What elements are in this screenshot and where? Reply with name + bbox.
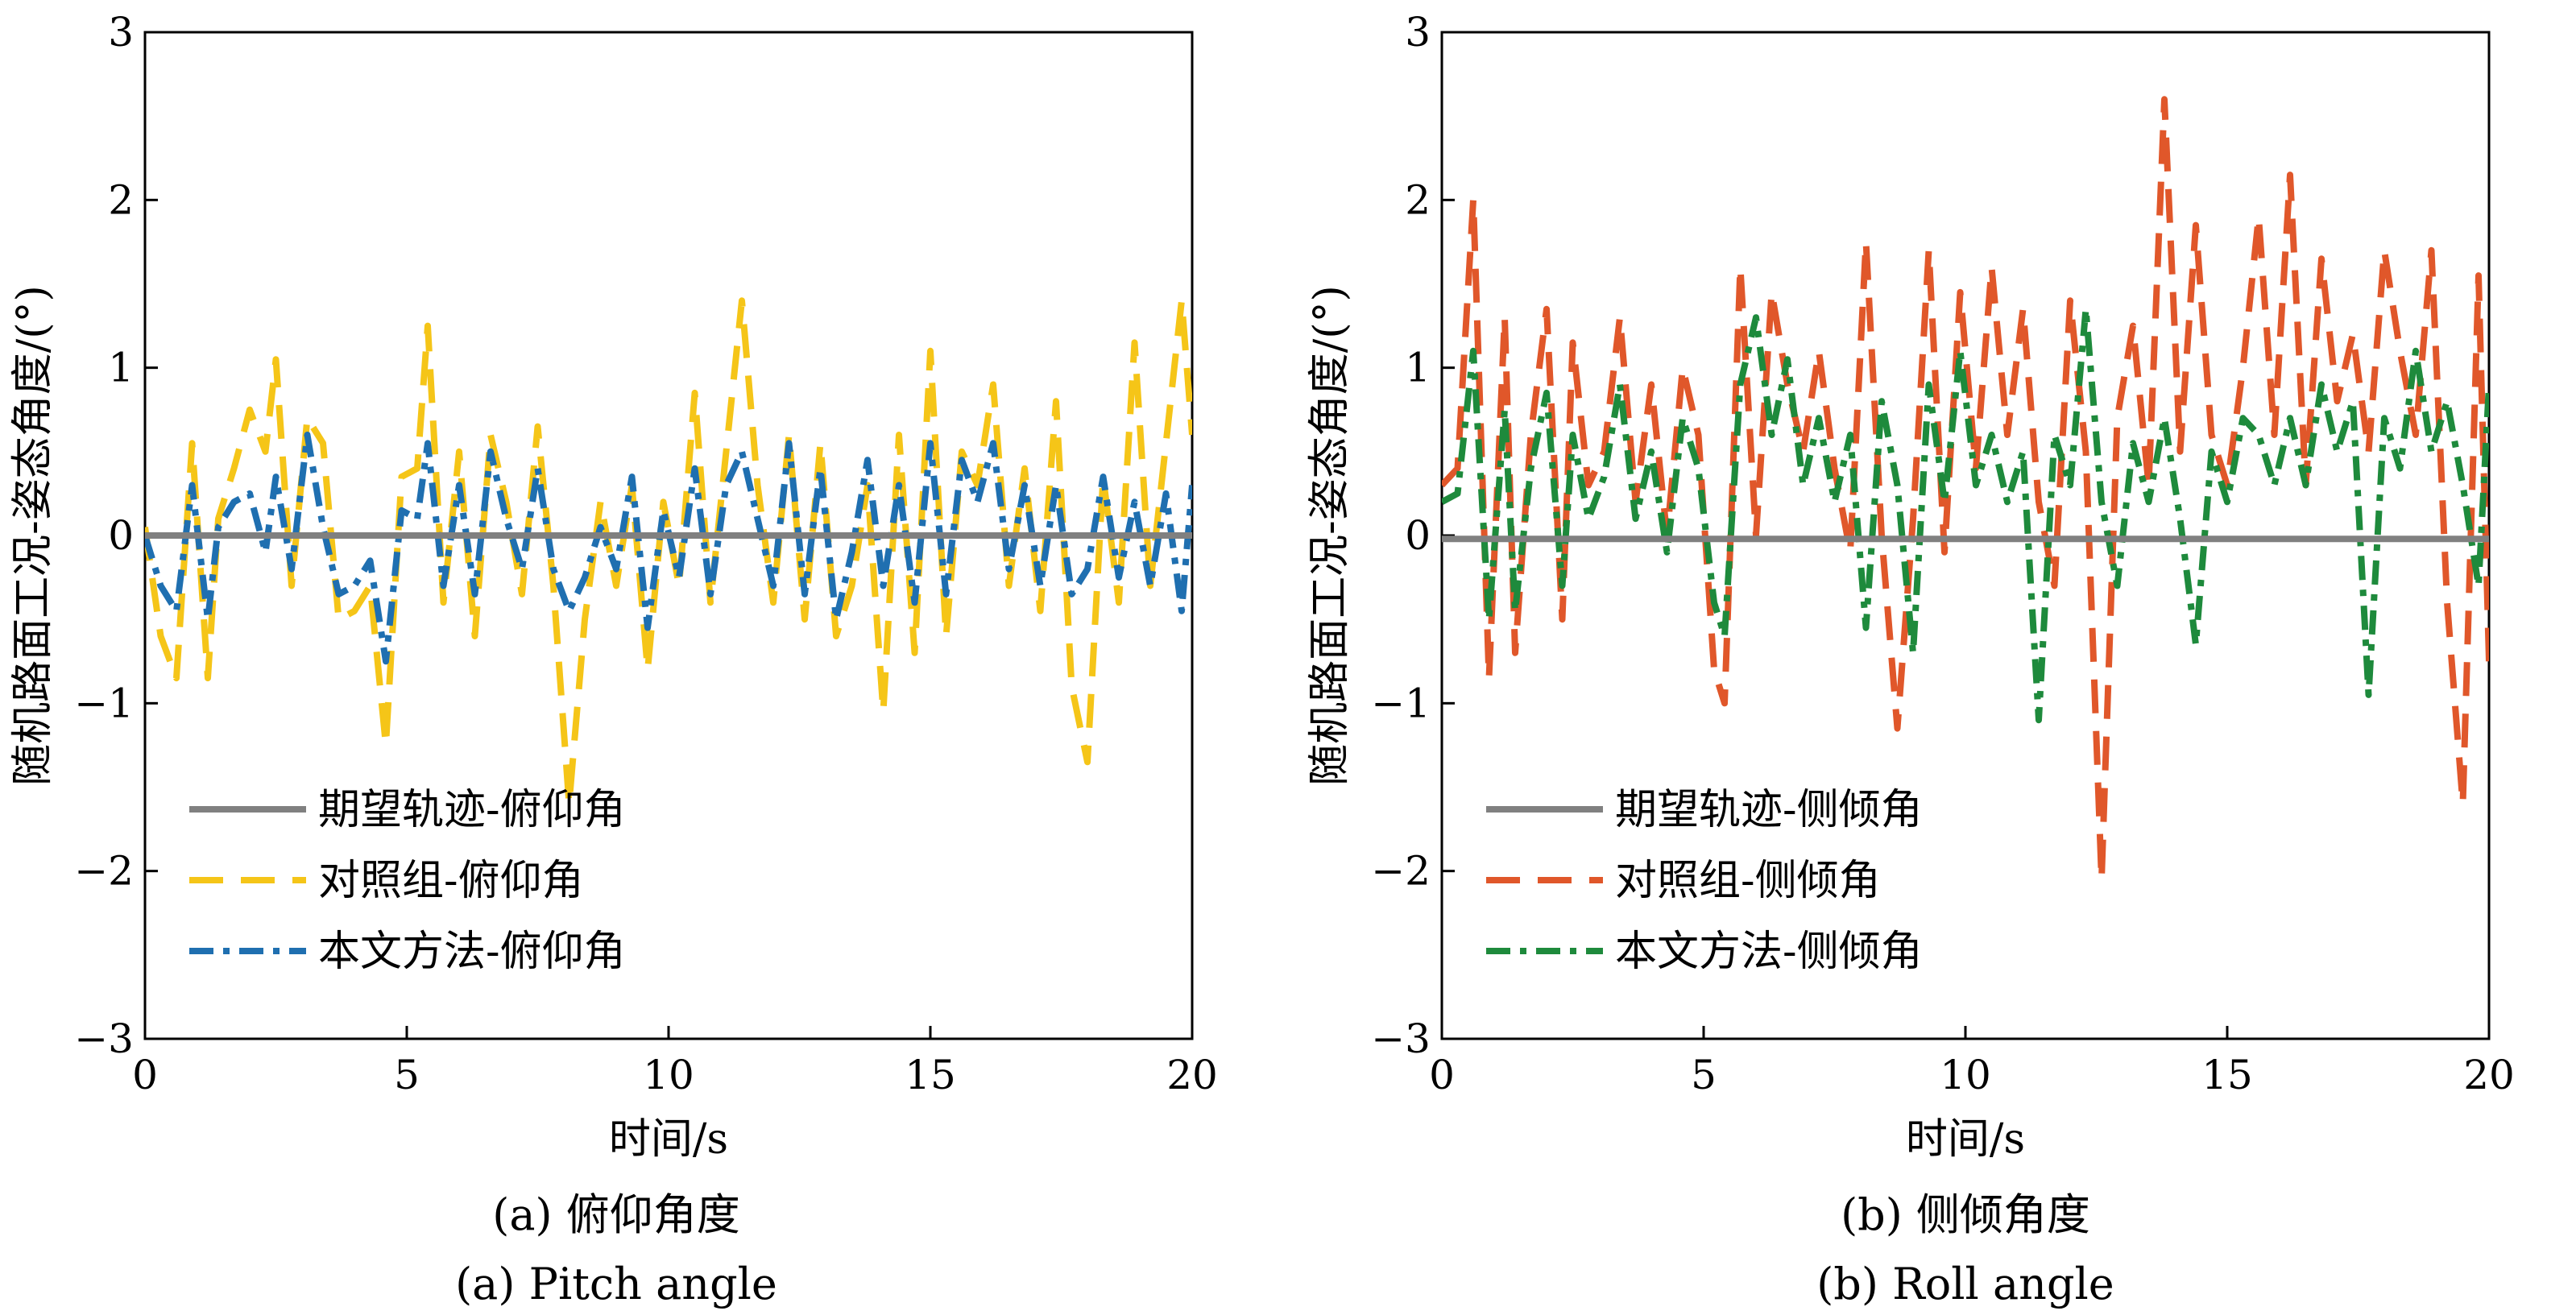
caption-en: (b) Roll angle	[1816, 1259, 2114, 1309]
series-lines	[1442, 96, 2489, 883]
x-axis-label: 时间/s	[609, 1115, 728, 1164]
series-line-1	[1442, 96, 2489, 883]
x-tick-label: 5	[394, 1052, 420, 1098]
x-tick-label: 5	[1691, 1052, 1717, 1098]
y-tick-label: 1	[1405, 345, 1431, 391]
legend-label: 本文方法-俯仰角	[318, 928, 626, 976]
y-tick-label: 1	[108, 345, 134, 391]
y-tick-label: 2	[108, 176, 134, 223]
y-tick-label: 0	[1405, 512, 1431, 559]
y-tick-label: 2	[1405, 176, 1431, 223]
x-tick-label: 0	[132, 1052, 158, 1098]
x-axis-label: 时间/s	[1906, 1115, 2025, 1164]
legend-label: 期望轨迹-俯仰角	[318, 786, 626, 834]
legend-label: 对照组-侧倾角	[1615, 857, 1881, 905]
x-tick-label: 15	[905, 1052, 956, 1098]
y-tick-label: 0	[108, 512, 134, 559]
y-tick-label: −2	[74, 848, 134, 895]
y-tick-label: −2	[1371, 848, 1431, 895]
axis-ticks: 0 5 10 15 20 −3 −2 −1 0 1 2 3	[74, 9, 1218, 1098]
series-line-2	[145, 432, 1192, 665]
y-tick-label: −1	[74, 680, 134, 726]
y-tick-label: −3	[1371, 1015, 1431, 1062]
y-tick-label: 3	[108, 9, 134, 56]
x-tick-label: 10	[643, 1052, 694, 1098]
caption-cn: (a) 俯仰角度	[492, 1189, 740, 1240]
caption-en: (a) Pitch angle	[455, 1259, 777, 1309]
x-tick-label: 15	[2201, 1052, 2253, 1098]
x-tick-label: 20	[1166, 1052, 1218, 1098]
y-tick-label: 3	[1405, 9, 1431, 56]
plot-frame	[1440, 31, 2491, 1040]
series-lines	[145, 297, 1192, 808]
y-axis-label: 随机路面工况-姿态角度/(°)	[9, 285, 57, 786]
y-tick-label: −1	[1371, 680, 1431, 726]
y-axis-label: 随机路面工况-姿态角度/(°)	[1306, 285, 1354, 786]
legend-label: 本文方法-侧倾角	[1615, 928, 1923, 976]
axis-ticks: 0 5 10 15 20 −3 −2 −1 0 1 2 3	[1371, 9, 2515, 1098]
series-line-2	[1442, 305, 2489, 724]
chart-panel-roll: 0 5 10 15 20 −3 −2 −1 0 1 2 3 期望轨迹-侧倾角对照组-侧倾角本文方法-侧…	[1306, 9, 2515, 1309]
y-tick-label: −3	[74, 1015, 134, 1062]
x-tick-label: 10	[1940, 1052, 1991, 1098]
x-tick-label: 0	[1429, 1052, 1455, 1098]
legend-label: 期望轨迹-侧倾角	[1615, 786, 1923, 834]
series-line-1	[145, 297, 1192, 808]
legend-label: 对照组-俯仰角	[318, 857, 584, 905]
chart-panel-pitch: 0 5 10 15 20 −3 −2 −1 0 1 2 3 期望轨迹-俯仰角对照组-俯仰角本文方法-俯…	[9, 9, 1218, 1309]
caption-cn: (b) 侧倾角度	[1841, 1189, 2090, 1240]
x-tick-label: 20	[2463, 1052, 2515, 1098]
